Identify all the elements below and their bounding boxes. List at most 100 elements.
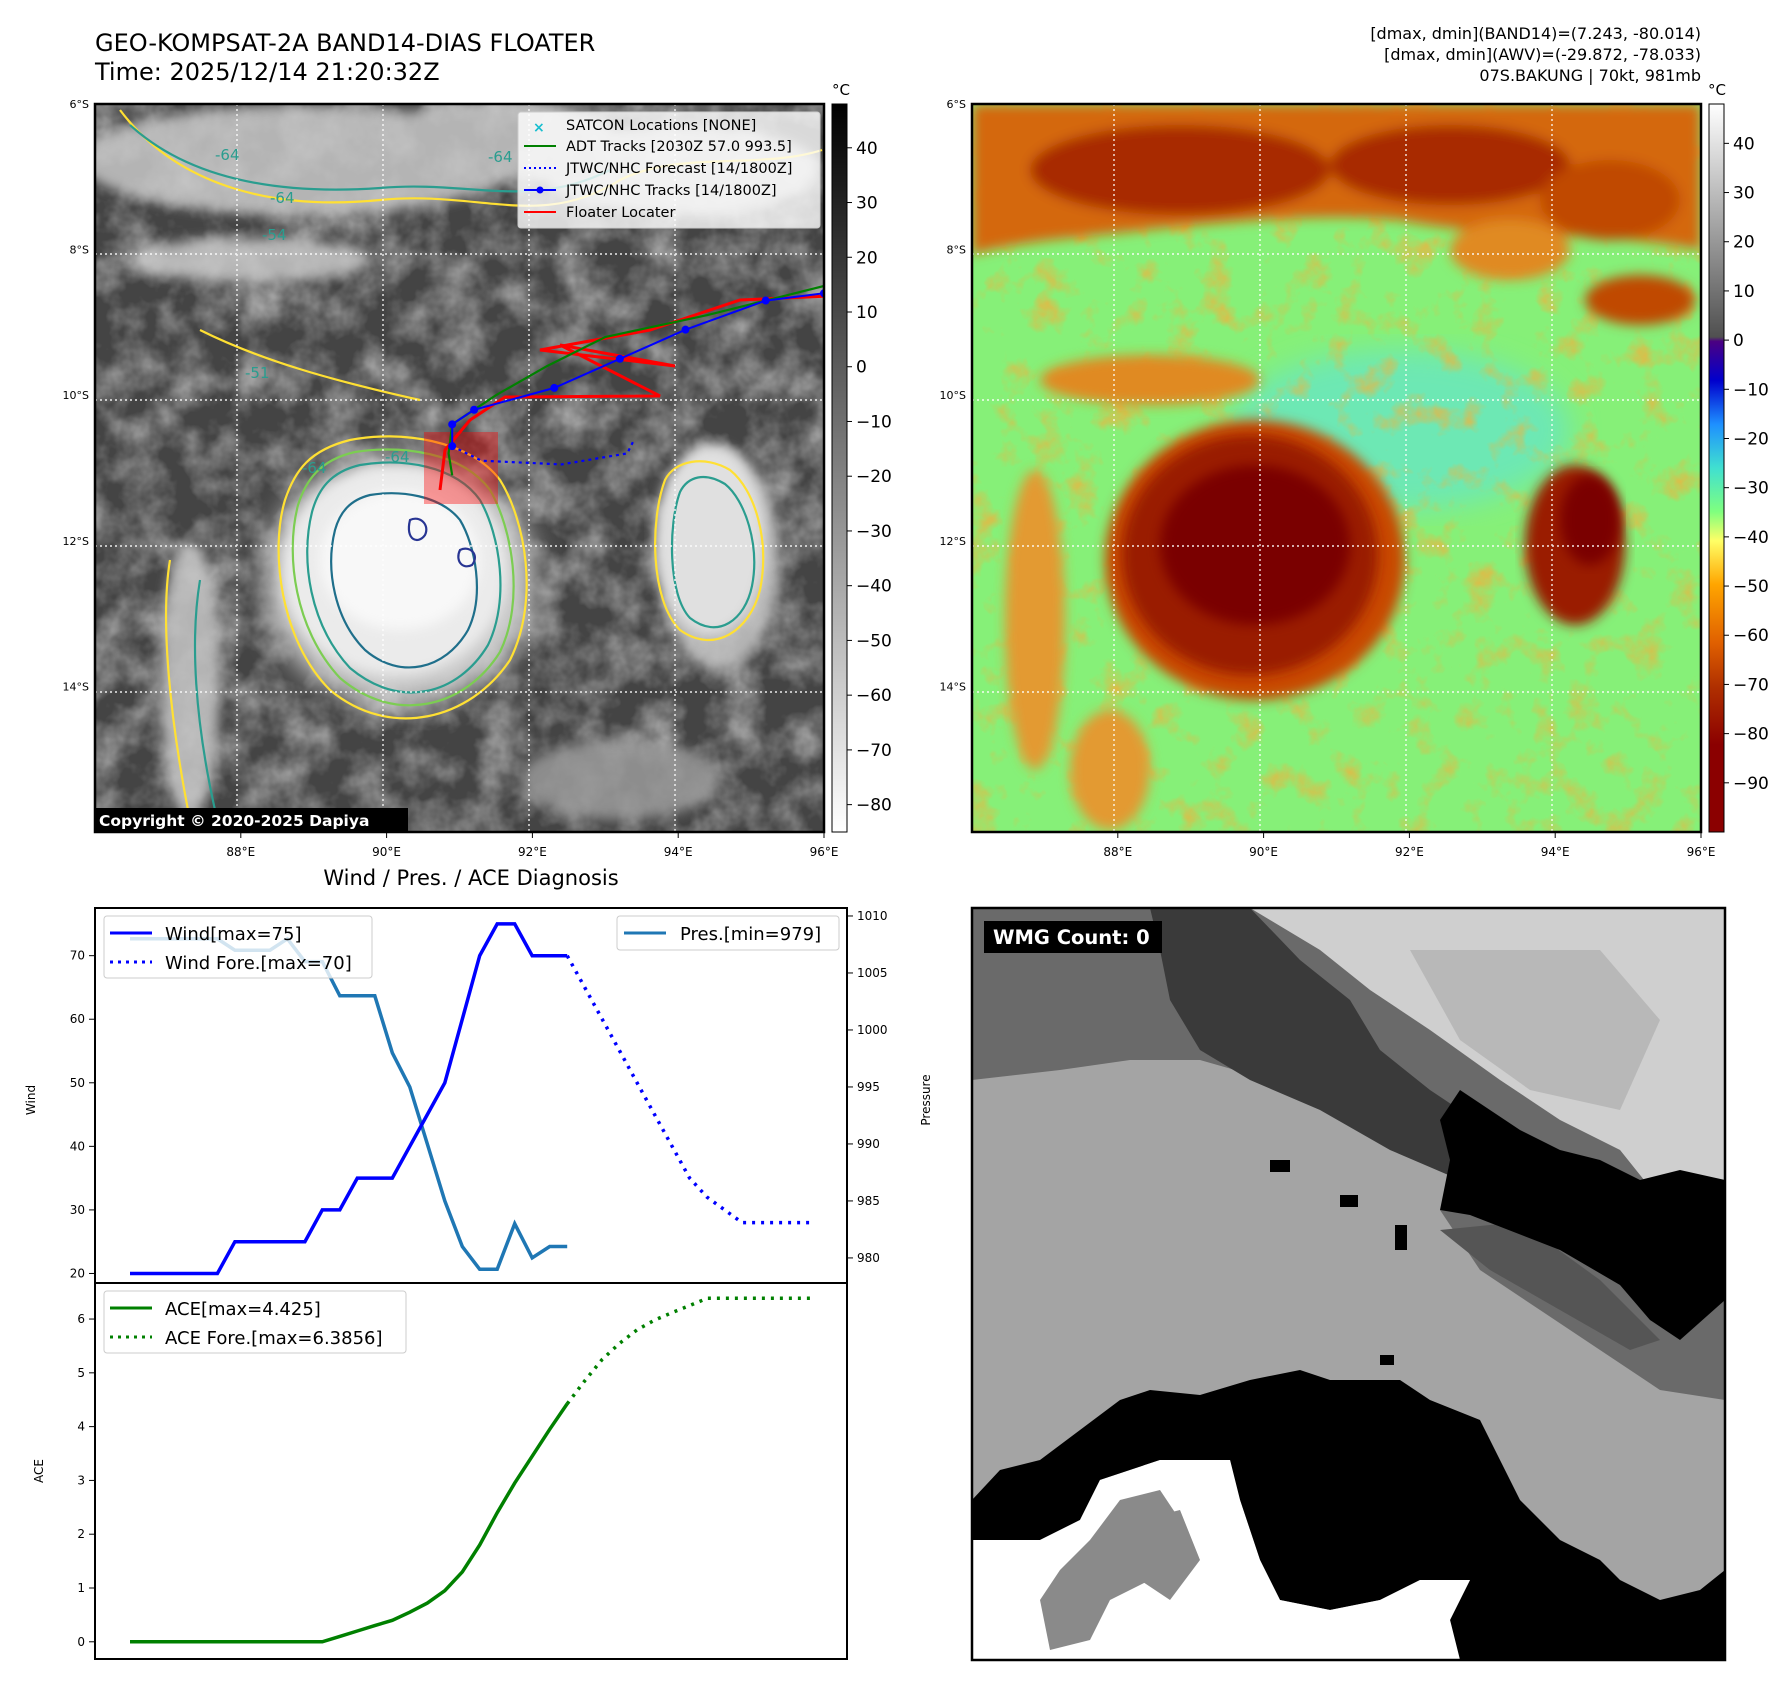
colorbar-tick: −70 [1733, 675, 1769, 695]
lat-label: 6°S [947, 98, 966, 111]
jtwc-track-point [681, 325, 690, 334]
ace-tick: 1 [77, 1581, 85, 1595]
colorbar-tick: −20 [856, 467, 892, 487]
lat-label: 8°S [947, 244, 966, 257]
ace-legend-fore: ACE Fore.[max=6.3856] [165, 1328, 383, 1349]
enhanced-lat-labels: 6°S 8°S 10°S 12°S 14°S [940, 98, 966, 693]
lat-label: 10°S [63, 389, 89, 402]
enhanced-colorbar [1708, 103, 1725, 833]
colorbar-tick: −70 [856, 741, 892, 761]
wind-tick: 20 [70, 1266, 85, 1280]
colorbar-tick: −20 [1733, 429, 1769, 449]
contour-label: -51 [245, 364, 270, 382]
wind-tick: 30 [70, 1203, 85, 1217]
wind-forecast-line [565, 954, 812, 1225]
contour-label: -54 [262, 226, 287, 244]
colorbar-tick: 30 [856, 194, 878, 214]
lat-label: 12°S [940, 535, 966, 548]
lat-label: 10°S [940, 389, 966, 402]
pressure-tick: 1005 [857, 966, 888, 980]
colorbar-tick: −60 [1733, 626, 1769, 646]
jtwc-track [451, 292, 824, 447]
wind-axis-label: Wind [24, 1085, 38, 1115]
wind-tick: 50 [70, 1076, 85, 1090]
ace-tick: 2 [77, 1527, 85, 1541]
jtwc-track-point [470, 405, 479, 414]
colorbar-tick: 0 [856, 358, 867, 378]
wind-legend-obs: Wind[max=75] [165, 924, 302, 945]
ir-lat-labels: 6°S 8°S 10°S 12°S 14°S [63, 98, 89, 693]
lat-label: 14°S [63, 680, 89, 693]
copyright-text: Copyright © 2020-2025 Dapiya [99, 812, 369, 830]
pressure-legend: Pres.[min=979] [616, 915, 840, 951]
ace-axis-label: ACE [32, 1459, 46, 1483]
ace-legend: ACE[max=4.425] ACE Fore.[max=6.3856] [103, 1290, 407, 1354]
ace-forecast-line [565, 1296, 812, 1405]
enhanced-colorbar-unit: °C [1708, 81, 1726, 99]
pressure-legend-obs: Pres.[min=979] [680, 924, 821, 945]
ace-line [130, 1402, 569, 1644]
jtwc-track-point [761, 296, 770, 305]
colorbar-tick: −80 [856, 796, 892, 816]
jtwc-track-point [448, 420, 457, 429]
ace-plot: 0 1 2 3 4 5 6 [77, 1296, 812, 1649]
lon-label: 90°E [1249, 845, 1278, 859]
ir-colorbar-ticks: 40 30 20 10 0 −10 −20 −30 −40 −50 −60 −70 −80 [847, 139, 892, 816]
colorbar-tick: 40 [1733, 134, 1755, 154]
legend-adt: ADT Tracks [2030Z 57.0 993.5] [566, 139, 792, 155]
colorbar-tick: 0 [1733, 331, 1744, 351]
colorbar-tick: 30 [1733, 184, 1755, 204]
ace-tick: 0 [77, 1635, 85, 1649]
enhanced-map-panel [972, 104, 1701, 832]
legend-satcon: SATCON Locations [NONE] [566, 118, 756, 134]
ir-lon-labels: 88°E 90°E 92°E 94°E 96°E [226, 832, 838, 859]
pressure-tick: 980 [857, 1251, 880, 1265]
colorbar-tick: 40 [856, 139, 878, 159]
ace-tick: 4 [77, 1420, 85, 1434]
figure-title: GEO-KOMPSAT-2A BAND14-DIAS FLOATER [95, 29, 595, 57]
lon-label: 94°E [1541, 845, 1570, 859]
wind-legend-fore: Wind Fore.[max=70] [165, 953, 352, 974]
lon-label: 92°E [1395, 845, 1424, 859]
jtwc-track-point [550, 383, 559, 392]
ace-tick: 5 [77, 1366, 85, 1380]
pressure-tick: 985 [857, 1194, 880, 1208]
colorbar-tick: −50 [1733, 577, 1769, 597]
wind-legend: Wind[max=75] Wind Fore.[max=70] [103, 915, 373, 979]
wind-line [130, 922, 568, 1276]
lon-label: 92°E [518, 845, 547, 859]
colorbar-tick: −30 [1733, 479, 1769, 499]
lon-label: 96°E [1687, 845, 1716, 859]
pressure-tick: 1000 [857, 1023, 888, 1037]
colorbar-tick: 20 [1733, 233, 1755, 253]
lon-label: 96°E [810, 845, 839, 859]
ir-colorbar-unit: °C [832, 81, 850, 99]
pressure-tick: 990 [857, 1137, 880, 1151]
colorbar-tick: −60 [856, 686, 892, 706]
contour-label: -64 [488, 148, 513, 166]
colorbar-tick: −90 [1733, 774, 1769, 794]
enhanced-lon-labels: 88°E 90°E 92°E 94°E 96°E [1103, 832, 1715, 859]
jtwc-track-point [448, 442, 457, 451]
info-line-1: [dmax, dmin](BAND14)=(7.243, -80.014) [1370, 24, 1701, 43]
colorbar-tick: 20 [856, 248, 878, 268]
contour-label: -64 [302, 459, 327, 477]
jtwc-forecast [451, 438, 636, 466]
lat-label: 6°S [70, 98, 89, 111]
colorbar-tick: 10 [1733, 282, 1755, 302]
wmg-panel [972, 908, 1725, 1660]
lat-label: 14°S [940, 680, 966, 693]
colorbar-tick: −10 [856, 412, 892, 432]
pressure-axis-label: Pressure [919, 1074, 933, 1125]
ir-colorbar [831, 103, 848, 833]
satcon-x-icon: × [533, 120, 545, 136]
pressure-tick: 995 [857, 1080, 880, 1094]
lon-label: 88°E [1103, 845, 1132, 859]
colorbar-tick: 10 [856, 303, 878, 323]
colorbar-tick: −50 [856, 631, 892, 651]
pressure-tick: 1010 [857, 909, 888, 923]
lon-label: 88°E [226, 845, 255, 859]
diagnosis-title: Wind / Pres. / ACE Diagnosis [323, 866, 618, 890]
ace-legend-obs: ACE[max=4.425] [165, 1299, 321, 1320]
